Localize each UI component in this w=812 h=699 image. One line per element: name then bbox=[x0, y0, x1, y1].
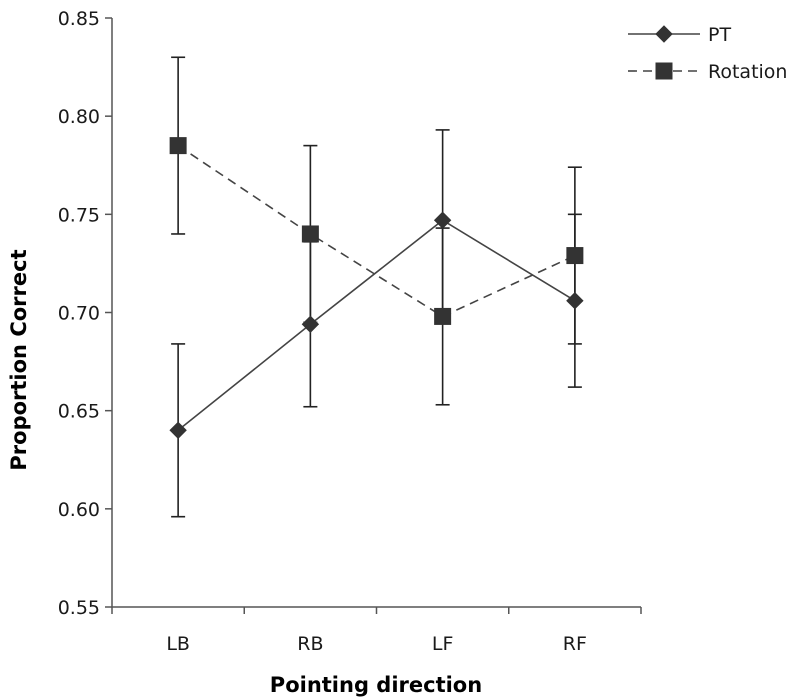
data-point-rotation-lf bbox=[434, 307, 452, 325]
y-tick-label: 0.60 bbox=[58, 499, 100, 521]
x-axis-title: Pointing direction bbox=[270, 673, 482, 697]
x-tick-label-lb: LB bbox=[166, 633, 190, 655]
y-tick-label: 0.75 bbox=[58, 204, 100, 226]
data-point-pt-rb bbox=[301, 315, 320, 333]
legend: PT Rotation bbox=[628, 24, 787, 83]
legend-label-rotation: Rotation bbox=[708, 61, 787, 83]
markers bbox=[169, 137, 584, 440]
x-tick-label-lf: LF bbox=[432, 633, 454, 655]
legend-label-pt: PT bbox=[708, 24, 731, 46]
x-tick-label-rb: RB bbox=[297, 633, 323, 655]
y-axis-title: Proportion Correct bbox=[7, 249, 31, 470]
y-ticks: 0.55 0.60 0.65 0.70 0.75 0.80 0.85 bbox=[58, 8, 112, 619]
y-tick-label: 0.85 bbox=[58, 8, 100, 30]
series-line-pt bbox=[177, 219, 576, 431]
x-tick-label-rf: RF bbox=[563, 633, 587, 655]
y-tick-label: 0.65 bbox=[58, 401, 100, 423]
data-point-pt-lb bbox=[169, 421, 187, 440]
series-line-rotation bbox=[177, 144, 576, 318]
y-tick-label: 0.55 bbox=[58, 597, 100, 619]
data-point-pt-rf bbox=[566, 292, 584, 310]
legend-item-rotation: Rotation bbox=[628, 61, 787, 83]
data-point-rotation-lb bbox=[169, 137, 187, 155]
data-point-rotation-rb bbox=[301, 225, 319, 243]
x-ticks: LB RB LF RF bbox=[111, 607, 642, 655]
data-point-rotation-rf bbox=[566, 247, 584, 265]
legend-marker-rotation bbox=[655, 62, 673, 80]
series-lines bbox=[177, 144, 576, 431]
y-tick-label: 0.70 bbox=[58, 303, 100, 325]
axes bbox=[111, 18, 641, 608]
legend-marker-pt bbox=[655, 25, 673, 43]
legend-item-pt: PT bbox=[628, 24, 731, 46]
error-bars bbox=[171, 56, 582, 518]
data-point-pt-lf bbox=[433, 211, 452, 229]
y-tick-label: 0.80 bbox=[58, 106, 100, 128]
